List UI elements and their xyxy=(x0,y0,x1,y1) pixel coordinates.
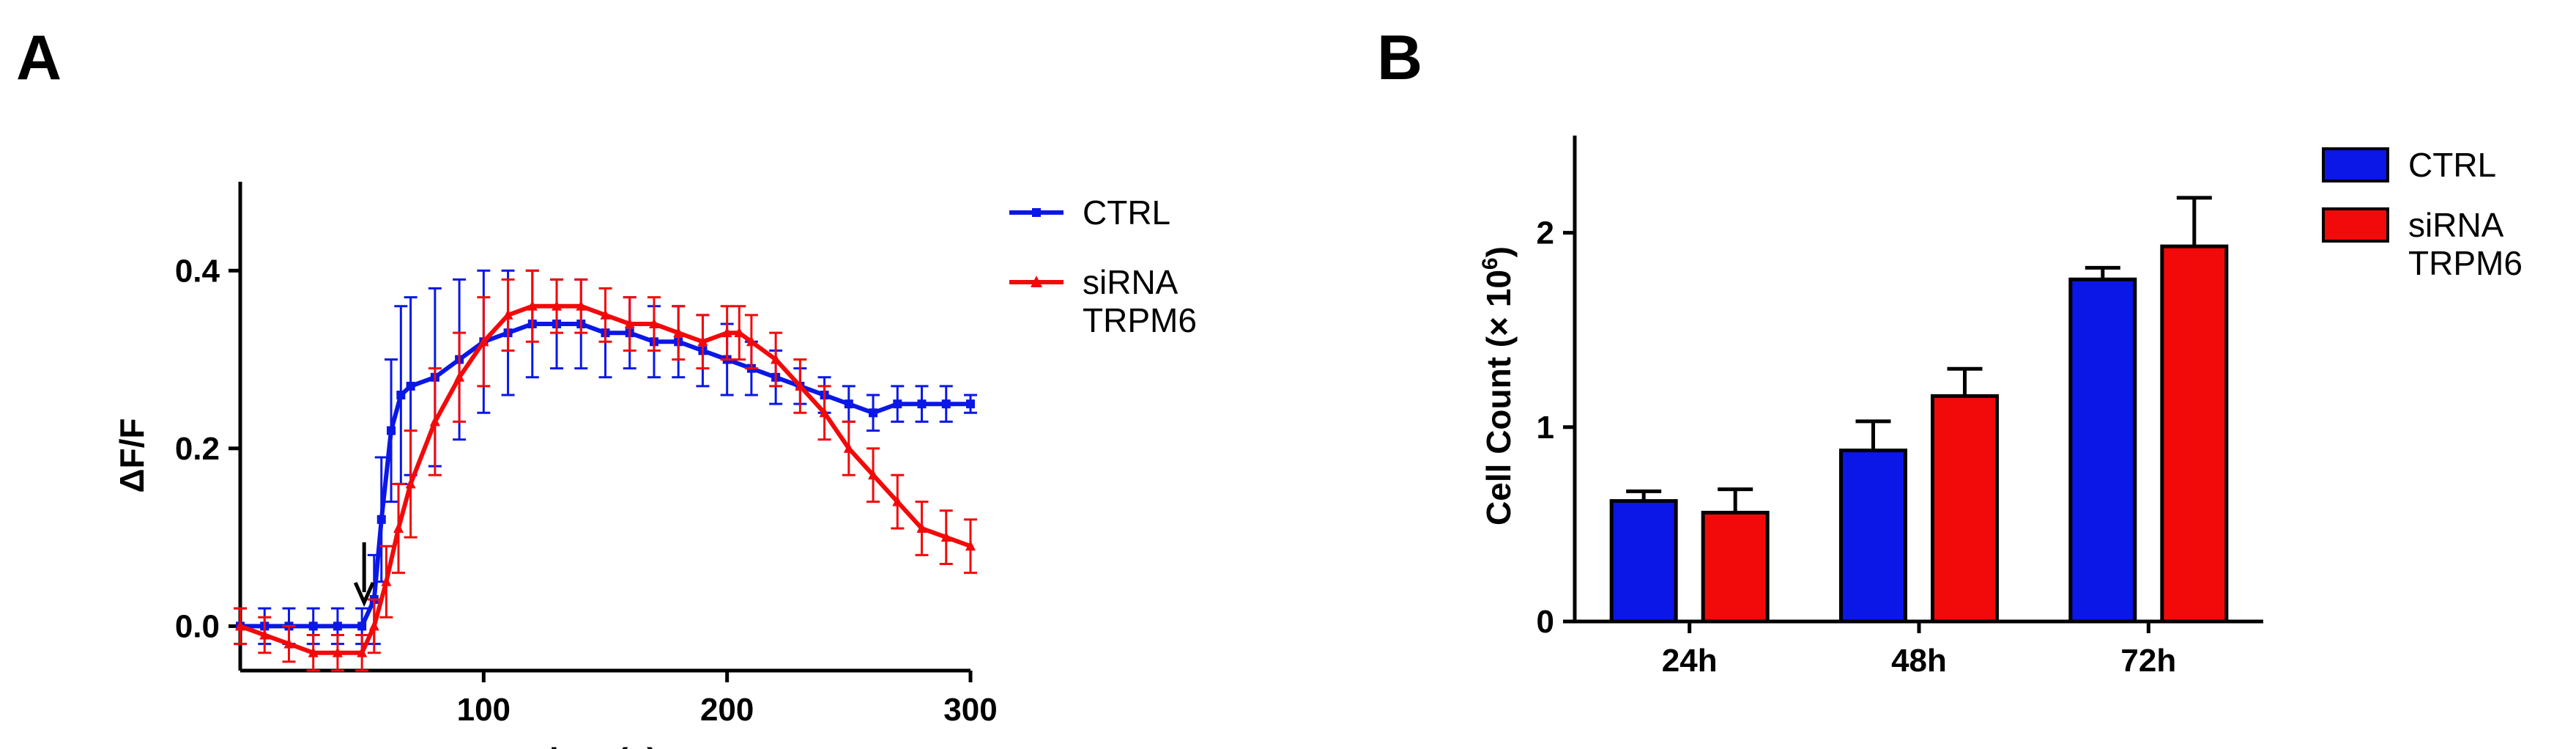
data-point xyxy=(283,638,294,649)
data-point xyxy=(396,391,406,400)
x-tick-label: 24h xyxy=(1662,643,1718,679)
data-point xyxy=(259,629,270,640)
bar-sirna-24h xyxy=(1701,510,1770,624)
y-axis-label-close: ) xyxy=(1480,246,1518,257)
data-point xyxy=(429,416,440,427)
y-tick-label: 0.0 xyxy=(175,608,220,644)
data-point xyxy=(376,514,386,524)
legend-swatch xyxy=(2322,147,2389,182)
x-tick-label: 72h xyxy=(2120,643,2176,679)
x-tick-label: 48h xyxy=(1891,643,1947,679)
x-axis-label: time (s) xyxy=(538,741,658,749)
chart-a: 0.0 0.2 0.4 100 200 300 time (s) ΔF/F CTRL siRNAT… xyxy=(113,182,1197,749)
y-tick-label: 0.4 xyxy=(175,253,220,289)
x-tick-label: 200 xyxy=(700,692,754,728)
series-line xyxy=(239,303,972,655)
legend-label: TRPM6 xyxy=(1083,301,1197,339)
data-point xyxy=(916,522,927,533)
data-point xyxy=(600,309,611,320)
y-axis-label-superscript: 6 xyxy=(1478,257,1502,270)
legend-label: CTRL xyxy=(1083,193,1170,232)
data-point xyxy=(843,442,854,453)
bar-ctrl-48h xyxy=(1839,449,1907,624)
data-point xyxy=(673,327,684,338)
arrow-head xyxy=(353,581,375,608)
series-sirna-trpm6 xyxy=(234,269,977,672)
data-point xyxy=(844,399,853,409)
chart-b: 0 1 2 24h 48h 72h Cell Count (× 106) CTRL siRNAT… xyxy=(1478,136,2523,679)
data-point xyxy=(697,336,708,347)
data-point xyxy=(387,426,396,435)
data-point xyxy=(406,381,415,391)
legend-marker xyxy=(1032,208,1041,217)
data-point xyxy=(405,478,416,489)
legend-swatch xyxy=(2322,207,2389,243)
panel-label-a: A xyxy=(16,23,62,93)
data-point xyxy=(527,300,538,311)
data-point xyxy=(454,371,465,382)
y-axis-label-main: Cell Count (× 10 xyxy=(1480,270,1518,525)
data-point xyxy=(368,620,379,631)
data-point xyxy=(734,327,745,338)
panel-label-b: B xyxy=(1377,23,1422,93)
legend-label: CTRL xyxy=(2408,146,2496,184)
y-tick-label: 0 xyxy=(1537,604,1554,640)
data-point xyxy=(868,469,879,480)
data-point xyxy=(333,621,342,631)
bar-sirna-48h xyxy=(1931,394,1999,624)
data-point xyxy=(869,408,878,418)
data-point xyxy=(235,620,245,631)
data-point xyxy=(892,495,903,506)
data-point xyxy=(893,399,902,409)
data-point xyxy=(917,399,927,409)
data-point xyxy=(746,336,757,347)
x-tick-label: 100 xyxy=(457,692,511,728)
x-tick-label: 300 xyxy=(943,692,997,728)
data-point xyxy=(648,318,659,329)
data-point xyxy=(381,575,392,586)
data-point xyxy=(940,531,951,542)
data-point xyxy=(357,621,367,631)
y-tick-label: 2 xyxy=(1537,215,1554,251)
legend-label: siRNA xyxy=(2408,206,2504,244)
data-point xyxy=(965,540,976,551)
legend-label: TRPM6 xyxy=(2408,244,2523,282)
data-point xyxy=(624,318,635,329)
data-point xyxy=(502,309,513,320)
data-point xyxy=(478,336,489,347)
data-point xyxy=(308,646,319,657)
data-point xyxy=(771,353,782,364)
data-point xyxy=(721,327,732,338)
data-point xyxy=(332,646,343,657)
bar-sirna-72h xyxy=(2160,244,2229,624)
bar-ctrl-72h xyxy=(2068,277,2137,624)
data-point xyxy=(941,399,951,409)
data-point xyxy=(308,621,318,631)
data-point xyxy=(552,300,563,311)
legend-marker xyxy=(1031,276,1042,287)
y-tick-label: 1 xyxy=(1537,410,1554,446)
data-point xyxy=(819,407,830,418)
y-axis-label: Cell Count (× 106) xyxy=(1478,246,1518,525)
data-point xyxy=(357,646,368,657)
y-axis-label: ΔF/F xyxy=(113,418,151,492)
data-point xyxy=(795,380,806,391)
series-line xyxy=(240,322,970,629)
y-tick-label: 0.2 xyxy=(175,431,220,467)
data-point xyxy=(393,522,404,533)
data-point xyxy=(576,300,587,311)
data-point xyxy=(966,399,975,409)
bar-ctrl-24h xyxy=(1609,499,1678,624)
legend-label: siRNA xyxy=(1083,263,1178,301)
